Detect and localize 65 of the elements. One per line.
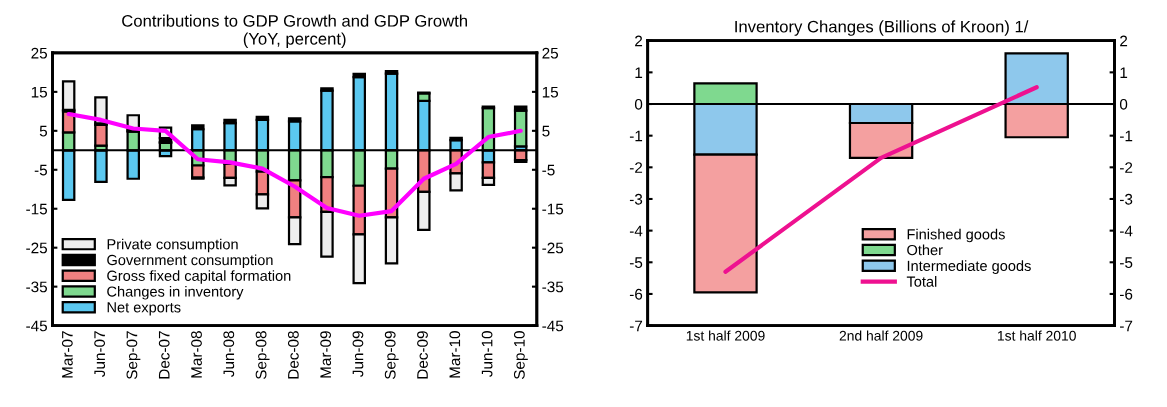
y-tick-label: 2 — [635, 35, 643, 47]
x-tick-label: Dec-08 — [287, 331, 299, 379]
x-tick-label: Jun-10 — [481, 331, 493, 377]
x-tick-label: Mar-07 — [61, 331, 73, 378]
legend-label: Intermediate goods — [907, 260, 1031, 274]
x-tick-label: 2nd half 2009 — [839, 330, 923, 341]
y-tick-label: -7 — [629, 320, 643, 332]
y-tick-label: 1 — [635, 67, 643, 78]
y-tick-label: -6 — [629, 288, 643, 300]
legend-label: Finished goods — [907, 228, 1005, 243]
y2-tick-label: 25 — [542, 47, 559, 59]
y-tick-label: -45 — [26, 320, 48, 332]
y2-tick-label: -4 — [1120, 225, 1133, 237]
y2-tick-label: -5 — [1120, 257, 1133, 268]
x-tick-label: Sep-10 — [513, 331, 528, 380]
y2-tick-label: 5 — [542, 125, 550, 137]
y-tick-label: 25 — [31, 47, 48, 59]
chart-title: Contributions to GDP Growth and GDP Growth (YoY, percent) — [122, 14, 467, 49]
x-tick-label: Mar-08 — [191, 331, 202, 378]
x-tick-label: 1st half 2010 — [997, 330, 1076, 341]
legend-label: Net exports — [107, 302, 181, 316]
y2-tick-label: -15 — [542, 203, 564, 215]
y2-tick-label: -7 — [1120, 320, 1133, 332]
legend-label: Gross fixed capital formation — [107, 270, 291, 284]
y-tick-label: -1 — [629, 130, 643, 142]
y-tick-label: -5 — [629, 257, 643, 268]
x-tick-label: Jun-08 — [223, 331, 235, 377]
y2-tick-label: -2 — [1120, 162, 1133, 173]
y-tick-label: 5 — [39, 125, 48, 137]
y-tick-label: -35 — [26, 281, 48, 293]
legend-label: Changes in inventory — [107, 286, 244, 300]
legend-label: Total — [906, 276, 937, 287]
y-tick-label: -3 — [629, 193, 643, 205]
y-tick-label: 0 — [634, 98, 643, 110]
x-tick-label: Dec-07 — [158, 331, 170, 379]
y-tick-label: -5 — [34, 164, 48, 176]
y-tick-label: 15 — [31, 86, 48, 98]
x-tick-label: Dec-09 — [417, 331, 428, 379]
legend-label: Private consumption — [107, 238, 238, 253]
y2-tick-label: -3 — [1120, 193, 1133, 205]
y2-tick-label: 2 — [1120, 35, 1128, 47]
x-tick-label: Jun-07 — [94, 331, 106, 377]
x-tick-label: 1st half 2009 — [686, 330, 765, 341]
x-tick-label: Sep-09 — [384, 331, 399, 380]
y2-tick-label: -35 — [542, 281, 564, 293]
y2-tick-label: -5 — [542, 164, 555, 176]
y2-tick-label: -45 — [542, 320, 564, 332]
y-tick-label: -25 — [26, 242, 48, 254]
chart-title: Inventory Changes (Billions of Kroon) 1/ — [735, 20, 1029, 36]
y2-tick-label: 15 — [542, 86, 559, 98]
x-tick-label: Jun-09 — [352, 331, 364, 377]
y2-tick-label: 1 — [1120, 67, 1128, 78]
legend-label: Government consumption — [107, 254, 273, 269]
y2-tick-label: -6 — [1120, 288, 1133, 300]
x-tick-label: Mar-09 — [320, 331, 332, 378]
legend-label: Other — [907, 244, 943, 256]
x-tick-label: Mar-10 — [449, 331, 461, 378]
y-tick-label: -15 — [26, 203, 48, 215]
x-tick-label: Sep-07 — [126, 331, 141, 380]
y2-tick-label: -25 — [542, 242, 564, 254]
y2-tick-label: -1 — [1120, 130, 1133, 142]
y-tick-label: -2 — [629, 162, 643, 173]
y-tick-label: -4 — [629, 225, 643, 237]
x-tick-label: Sep-08 — [255, 331, 270, 380]
y2-tick-label: 0 — [1119, 98, 1128, 110]
